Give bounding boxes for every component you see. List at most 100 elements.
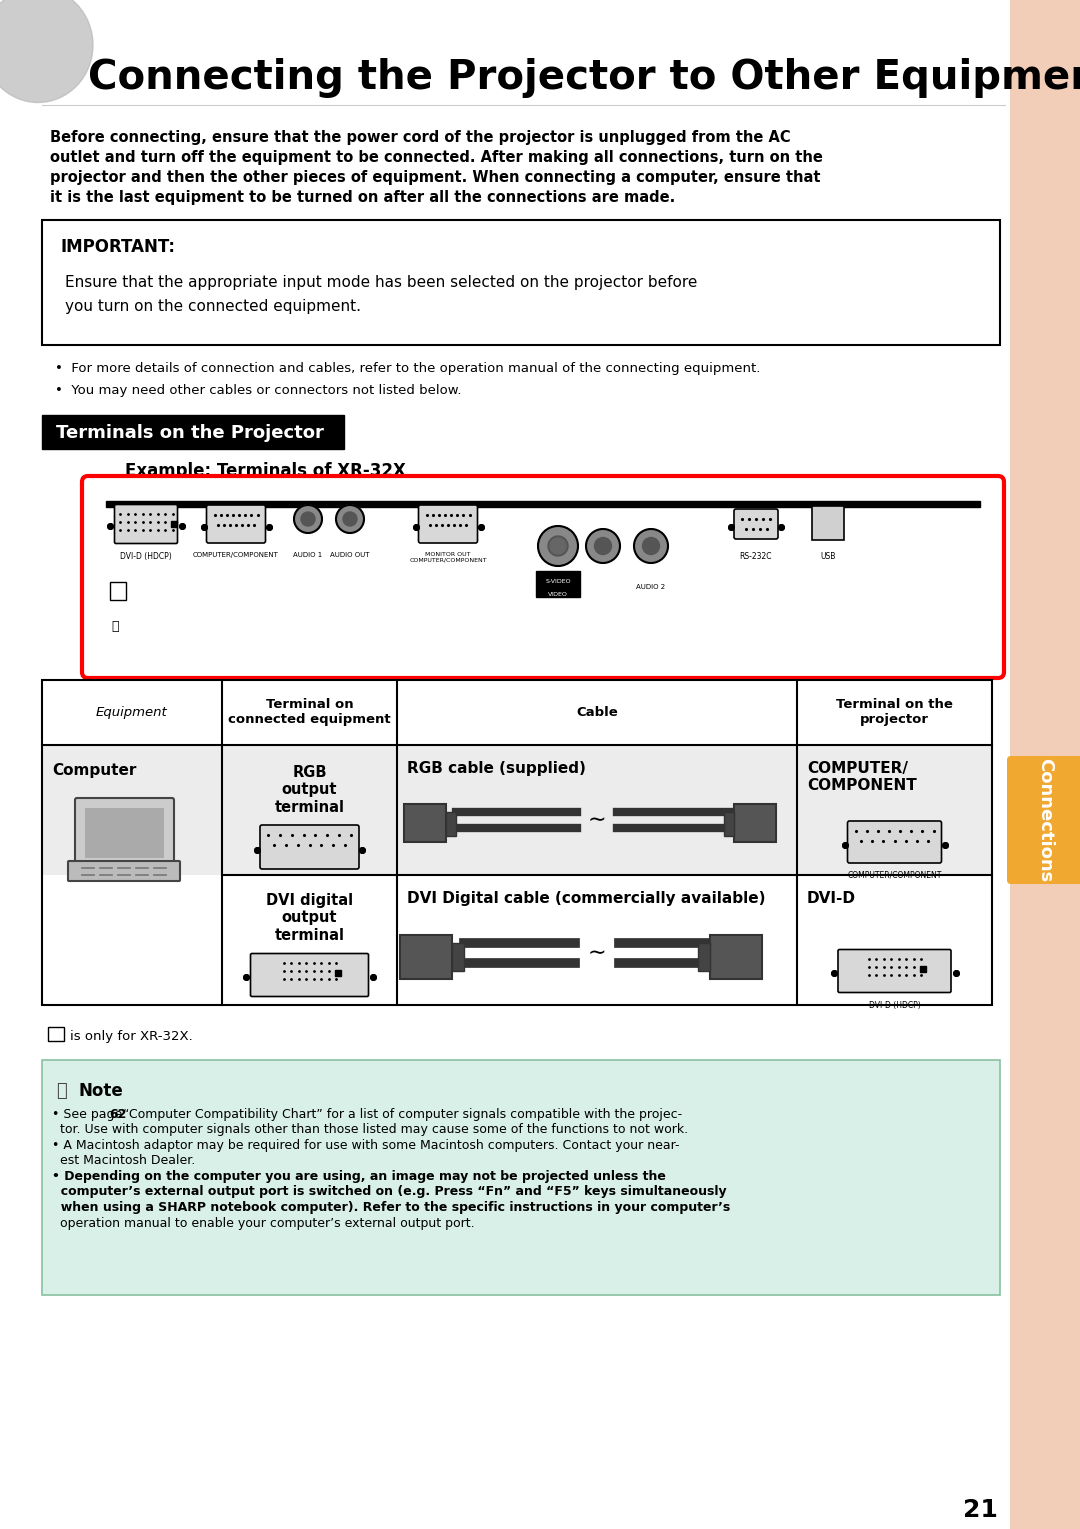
Text: IMPORTANT:: IMPORTANT: [60,239,175,255]
Text: ∼: ∼ [588,943,606,963]
Text: 62: 62 [109,1109,126,1121]
Text: est Macintosh Dealer.: est Macintosh Dealer. [52,1154,195,1168]
Circle shape [538,526,578,566]
Text: • See page: • See page [52,1109,126,1121]
Bar [42,1060,1000,1295]
Bar [42,875,993,1005]
FancyBboxPatch shape [75,798,174,867]
FancyBboxPatch shape [734,509,778,540]
Text: it is the last equipment to be turned on after all the connections are made.: it is the last equipment to be turned on… [50,190,675,205]
Circle shape [294,505,322,534]
Text: is only for XR-32X.: is only for XR-32X. [70,1031,192,1043]
Text: •  You may need other cables or connectors not listed below.: • You may need other cables or connector… [55,384,461,398]
Text: DVI digital
output
terminal: DVI digital output terminal [266,893,353,943]
Text: operation manual to enable your computer’s external output port.: operation manual to enable your computer… [52,1217,474,1229]
Text: COMPUTER/COMPONENT: COMPUTER/COMPONENT [848,872,942,881]
Text: “Computer Compatibility Chart” for a list of computer signals compatible with th: “Computer Compatibility Chart” for a lis… [119,1109,683,1121]
Text: you turn on the connected equipment.: you turn on the connected equipment. [65,300,361,313]
Text: DVI Digital cable (commercially available): DVI Digital cable (commercially availabl… [407,891,766,907]
Text: S-VIDEO: S-VIDEO [545,579,571,584]
Circle shape [586,529,620,563]
Text: Connections: Connections [1036,758,1054,882]
Text: •  For more details of connection and cables, refer to the operation manual of t: • For more details of connection and cab… [55,362,760,375]
FancyBboxPatch shape [848,821,942,862]
Text: MONITOR OUT
COMPUTER/COMPONENT: MONITOR OUT COMPUTER/COMPONENT [409,552,487,563]
Bar [446,812,456,836]
Circle shape [336,505,364,534]
Text: • A Macintosh adaptor may be required for use with some Macintosh computers. Con: • A Macintosh adaptor may be required fo… [52,1139,679,1151]
FancyBboxPatch shape [260,826,359,868]
Bar [42,680,993,1005]
Ellipse shape [0,0,93,102]
Bar [48,1027,64,1041]
Text: DVI-D: DVI-D [807,891,856,907]
Bar [42,745,993,875]
FancyBboxPatch shape [838,950,951,992]
Circle shape [343,512,357,526]
Bar [710,936,762,979]
Bar [698,943,710,971]
Text: Equipment: Equipment [96,706,167,719]
Text: outlet and turn off the equipment to be connected. After making all connections,: outlet and turn off the equipment to be … [50,150,823,165]
Text: Before connecting, ensure that the power cord of the projector is unplugged from: Before connecting, ensure that the power… [50,130,791,145]
FancyBboxPatch shape [251,954,368,997]
FancyBboxPatch shape [68,861,180,881]
Circle shape [301,512,315,526]
Text: AUDIO 2: AUDIO 2 [636,584,665,590]
Bar [404,804,446,842]
Text: 21: 21 [962,1498,998,1521]
Bar [812,506,843,540]
Text: Terminal on
connected equipment: Terminal on connected equipment [228,699,391,726]
Bar [110,583,126,599]
Bar [453,943,464,971]
Bar [734,804,777,842]
Text: Cable: Cable [576,706,618,719]
Text: Terminals on the Projector: Terminals on the Projector [56,424,324,442]
FancyBboxPatch shape [114,505,177,543]
Text: Ensure that the appropriate input mode has been selected on the projector before: Ensure that the appropriate input mode h… [65,275,698,291]
Text: AUDIO 1: AUDIO 1 [294,552,323,558]
FancyBboxPatch shape [206,505,266,543]
Text: COMPUTER/
COMPONENT: COMPUTER/ COMPONENT [807,761,917,794]
Circle shape [594,538,611,555]
Text: Example: Terminals of XR-32X: Example: Terminals of XR-32X [125,462,406,480]
Circle shape [548,537,568,557]
Text: tor. Use with computer signals other than those listed may cause some of the fun: tor. Use with computer signals other tha… [52,1124,688,1136]
Text: projector and then the other pieces of equipment. When connecting a computer, en: projector and then the other pieces of e… [50,170,821,185]
Bar [85,807,164,858]
Text: when using a SHARP notebook computer). Refer to the specific instructions in you: when using a SHARP notebook computer). R… [52,1200,730,1214]
Text: Computer: Computer [52,763,136,778]
Text: computer’s external output port is switched on (e.g. Press “Fn” and “F5” keys si: computer’s external output port is switc… [52,1185,727,1199]
Bar [1010,0,1080,1529]
Bar [724,812,734,836]
Text: RS-232C: RS-232C [740,552,772,561]
Bar [42,414,345,450]
Text: 📝: 📝 [56,1083,67,1099]
Text: Note: Note [78,1083,123,1099]
Circle shape [550,538,566,553]
Text: DVI-D (HDCP): DVI-D (HDCP) [120,552,172,561]
FancyBboxPatch shape [82,476,1004,677]
Text: COMPUTER/COMPONENT: COMPUTER/COMPONENT [193,552,279,558]
Text: • Depending on the computer you are using, an image may not be projected unless : • Depending on the computer you are usin… [52,1170,666,1183]
Text: ∼: ∼ [588,810,606,830]
Text: USB: USB [821,552,836,561]
FancyBboxPatch shape [1007,755,1080,884]
Text: Connecting the Projector to Other Equipment: Connecting the Projector to Other Equipm… [87,58,1080,98]
Bar [42,680,993,745]
Text: RGB
output
terminal: RGB output terminal [274,764,345,815]
Text: RGB cable (supplied): RGB cable (supplied) [407,761,585,777]
Bar [106,502,980,508]
Text: VIDEO: VIDEO [548,592,568,596]
Bar [400,936,453,979]
Bar [42,220,1000,346]
FancyBboxPatch shape [419,505,477,543]
Bar [536,570,580,584]
Circle shape [634,529,669,563]
Text: DVI-D (HDCP): DVI-D (HDCP) [868,1001,920,1011]
Bar [536,584,580,596]
Text: AUDIO OUT: AUDIO OUT [330,552,369,558]
Circle shape [643,538,660,555]
Text: Terminal on the
projector: Terminal on the projector [836,699,953,726]
Text: 🔒: 🔒 [111,619,119,633]
